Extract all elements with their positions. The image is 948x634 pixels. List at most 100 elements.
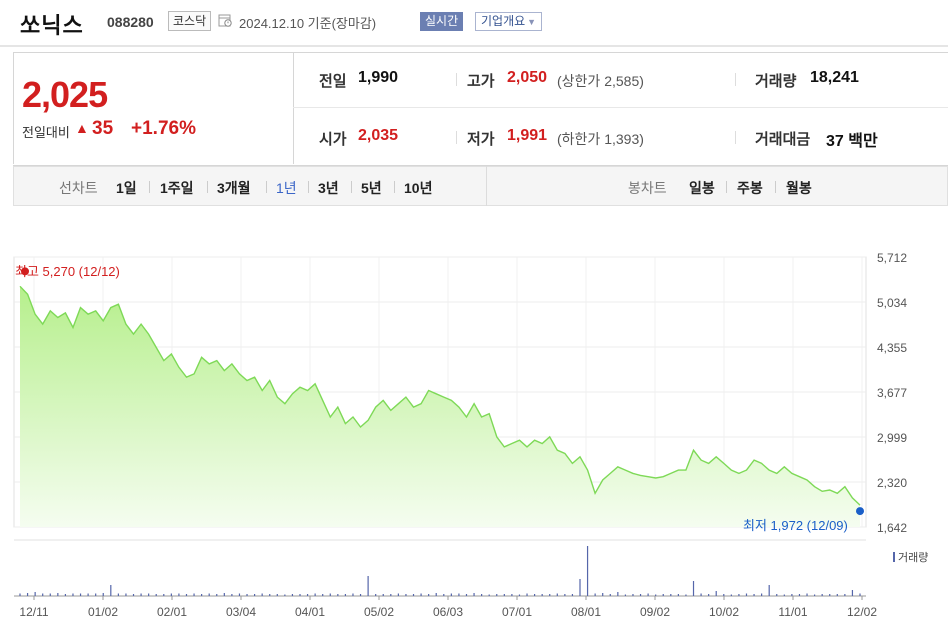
volume-bar <box>428 594 430 596</box>
tab-1y[interactable]: 1년 <box>276 180 297 196</box>
volume-bar <box>647 593 649 596</box>
volume-bar <box>632 594 634 596</box>
tab-divider <box>308 181 309 193</box>
volume-bar <box>42 593 44 596</box>
volume-bar <box>110 585 112 596</box>
volume-value: 18,241 <box>810 69 859 86</box>
open-value: 2,035 <box>358 127 399 144</box>
stock-code: 088280 <box>107 14 154 30</box>
volume-bar <box>829 594 831 596</box>
y-tick-label: 4,355 <box>877 341 907 355</box>
x-tick-label: 02/01 <box>157 605 187 619</box>
quote-row-divider <box>293 107 948 108</box>
y-tick-label: 5,034 <box>877 296 907 310</box>
volume-bar <box>79 593 82 596</box>
volume-bar <box>329 593 331 596</box>
volume-bar <box>34 592 36 596</box>
company-profile-dropdown[interactable]: 기업개요 ▼ <box>475 12 543 31</box>
volume-bar <box>443 594 445 596</box>
volume-bar <box>208 593 210 596</box>
volume-bar <box>458 593 460 596</box>
volume-bar <box>602 593 604 596</box>
chart-period-tabs <box>13 166 948 206</box>
volume-bar <box>745 593 748 596</box>
header-divider <box>0 45 948 47</box>
volume-bar <box>639 594 642 596</box>
line-chart-label: 선차트 <box>59 180 98 196</box>
tab-weekly-candle[interactable]: 주봉 <box>737 180 763 196</box>
volume-bar <box>397 593 399 596</box>
volume-bar <box>193 593 195 596</box>
open-label: 시가 <box>319 131 347 148</box>
tab-5y[interactable]: 5년 <box>361 180 382 196</box>
volume-label: 거래량 <box>755 73 797 90</box>
volume-bar <box>738 594 740 596</box>
divider <box>456 73 457 86</box>
volume-bar <box>813 594 816 596</box>
tab-1d[interactable]: 1일 <box>116 180 137 196</box>
lower-limit: (하한가 1,393) <box>557 131 644 147</box>
tab-1w[interactable]: 1주일 <box>160 180 194 196</box>
volume-bar <box>851 590 854 596</box>
tab-monthly-candle[interactable]: 월봉 <box>786 180 812 196</box>
volume-bar <box>715 591 717 596</box>
volume-bar <box>382 594 384 596</box>
volume-bar <box>132 594 135 596</box>
volume-bar <box>19 593 21 596</box>
x-tick-label: 03/04 <box>226 605 256 619</box>
x-tick-label: 07/01 <box>502 605 532 619</box>
low-value: 1,991 <box>507 127 548 144</box>
divider <box>735 131 736 144</box>
volume-bar <box>556 593 558 596</box>
tab-daily-candle[interactable]: 일봉 <box>689 180 715 196</box>
volume-bar <box>571 594 574 596</box>
volume-bar <box>821 594 823 596</box>
volume-bar <box>473 593 475 596</box>
volume-bar <box>284 594 286 596</box>
realtime-button[interactable]: 실시간 <box>420 12 464 31</box>
volume-bar <box>768 585 770 596</box>
upper-limit: (상한가 2,585) <box>557 73 644 89</box>
low-point-marker <box>856 507 864 516</box>
volume-bar <box>57 593 59 596</box>
volume-bar <box>708 594 710 596</box>
volume-bar <box>624 594 627 596</box>
quote-panel <box>13 52 948 166</box>
volume-bar <box>488 594 490 596</box>
volume-bar <box>844 594 846 596</box>
volume-bar <box>526 593 528 596</box>
tab-10y[interactable]: 10년 <box>404 180 433 196</box>
divider <box>456 131 457 144</box>
volume-bar <box>238 593 241 596</box>
volume-bar <box>579 579 581 596</box>
volume-bar <box>291 594 294 596</box>
x-tick-label: 11/01 <box>778 605 807 619</box>
trade-value-label: 거래대금 <box>755 131 811 148</box>
low-annotation: 최저 1,972 (12/09) <box>743 518 848 533</box>
volume-bar <box>337 594 339 596</box>
base-date: 2024.12.10 기준(장마감) <box>239 16 377 31</box>
company-profile-label: 기업개요 <box>481 14 526 28</box>
volume-bar <box>783 594 785 596</box>
volume-bar <box>670 594 672 596</box>
volume-bar <box>231 594 233 596</box>
volume-bar <box>692 581 695 596</box>
volume-bar <box>723 594 725 596</box>
volume-bar <box>700 593 702 596</box>
tab-3m[interactable]: 3개월 <box>217 180 251 196</box>
volume-bar <box>541 594 543 596</box>
volume-bar <box>420 593 422 596</box>
volume-bar <box>163 594 165 596</box>
up-triangle-icon: ▲ <box>75 120 89 136</box>
volume-bar <box>148 593 150 596</box>
volume-bar <box>405 594 407 596</box>
stock-name: 쏘닉스 <box>20 13 84 38</box>
tab-divider <box>394 181 395 193</box>
tab-divider <box>775 181 776 193</box>
tab-3y[interactable]: 3년 <box>318 180 339 196</box>
volume-legend-swatch <box>893 552 895 562</box>
current-price: 2,025 <box>22 74 108 115</box>
volume-legend: 거래량 <box>893 549 928 565</box>
y-tick-label: 3,677 <box>877 386 907 400</box>
calendar-icon <box>218 14 232 27</box>
